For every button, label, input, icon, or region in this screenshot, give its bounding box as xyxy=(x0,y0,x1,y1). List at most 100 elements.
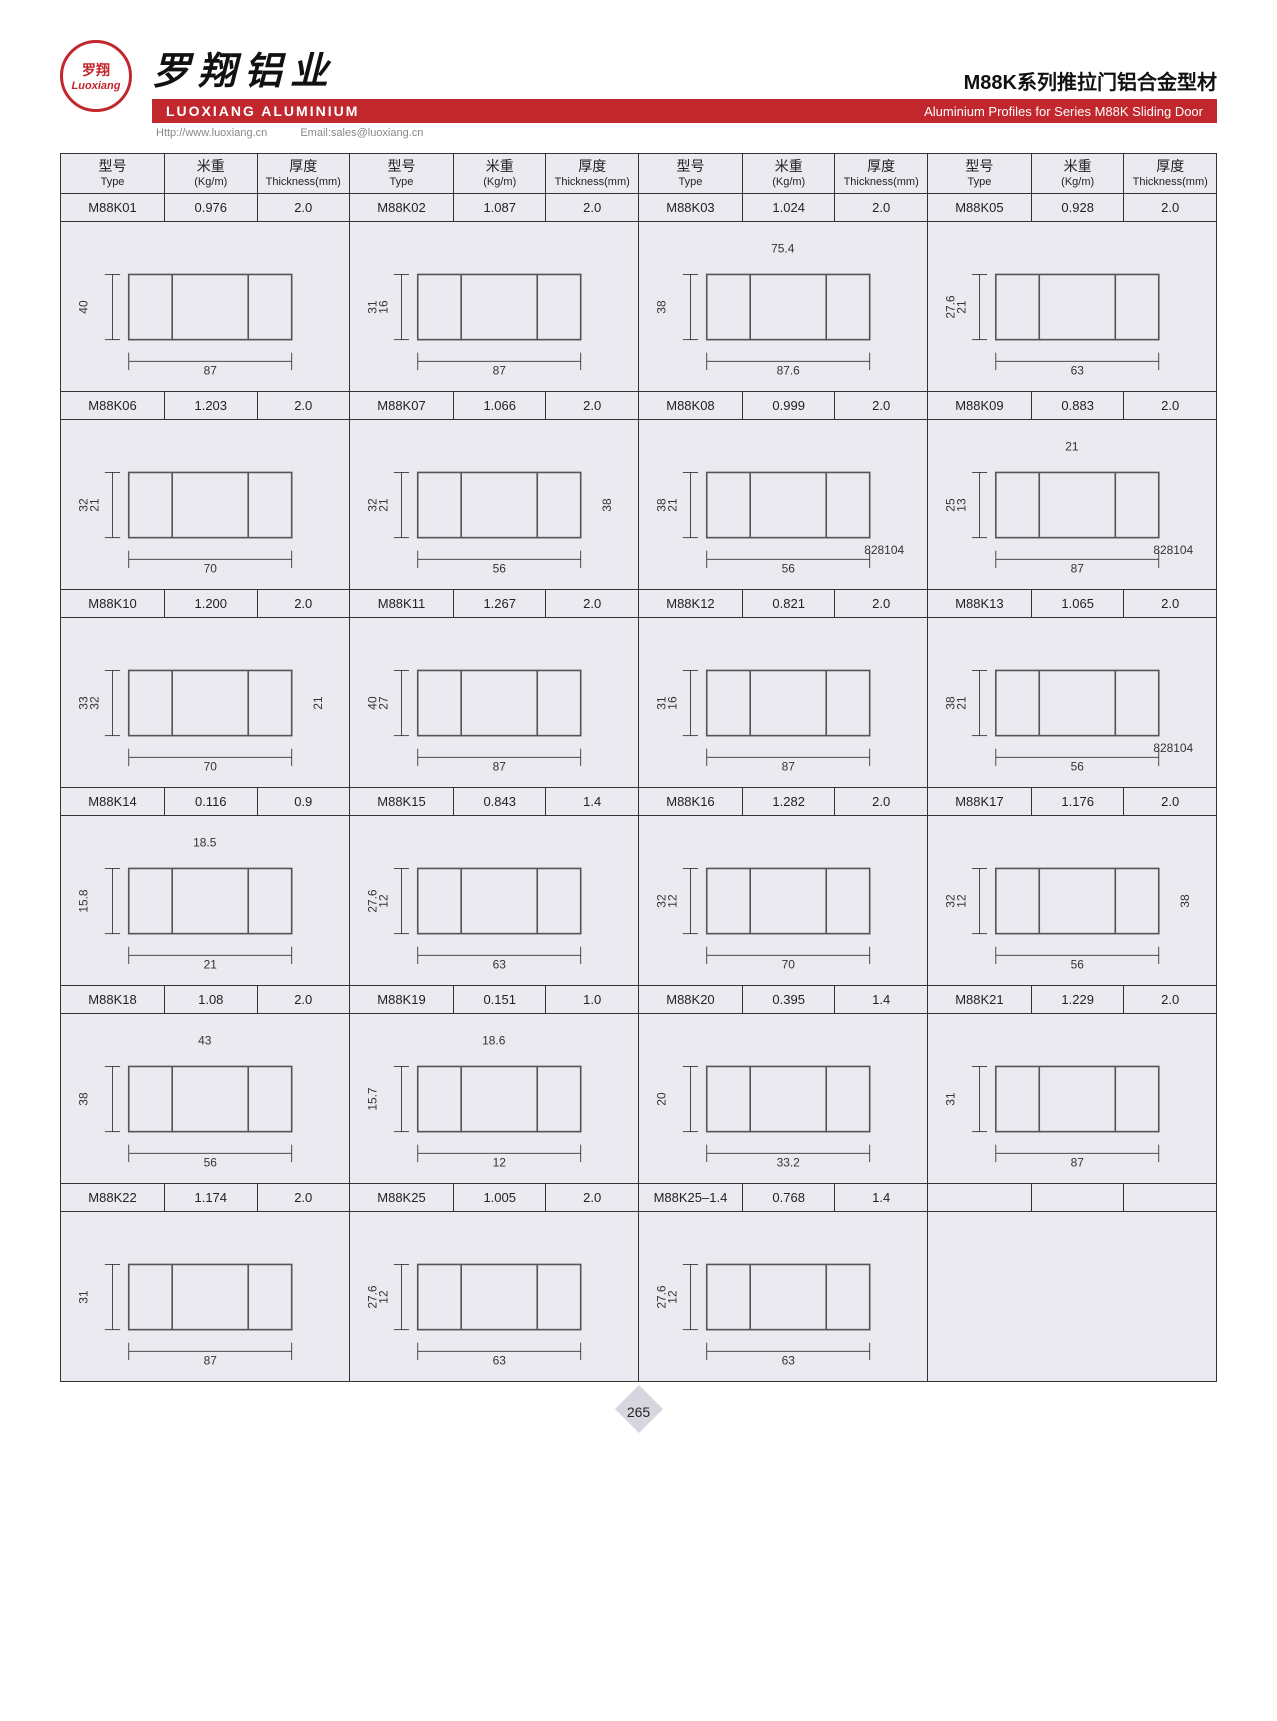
svg-text:21: 21 xyxy=(88,498,102,512)
profile-type: M88K25 xyxy=(349,1184,453,1212)
empty-cell xyxy=(1124,1184,1217,1212)
profile-type: M88K21 xyxy=(927,986,1031,1014)
profile-diagram: 63 27.6 12 xyxy=(646,1221,920,1373)
profile-thickness: 2.0 xyxy=(1124,986,1217,1014)
brand-url: Http://www.luoxiang.cn xyxy=(156,127,267,139)
svg-text:21: 21 xyxy=(311,696,325,710)
svg-text:63: 63 xyxy=(782,1353,796,1367)
svg-text:38: 38 xyxy=(1178,894,1192,908)
svg-text:31: 31 xyxy=(944,1092,958,1106)
profile-thickness: 2.0 xyxy=(546,1184,638,1212)
logo-en: Luoxiang xyxy=(72,80,121,92)
spec-row: M88K221.1742.0M88K251.0052.0M88K25–1.40.… xyxy=(61,1184,1217,1212)
profile-diagram: 33.2 20 xyxy=(646,1023,920,1175)
profile-weight: 0.928 xyxy=(1031,194,1123,222)
column-header-row: 型号Type 米重(Kg/m) 厚度Thickness(mm) 型号Type 米… xyxy=(61,154,1217,194)
diagram-row: 21 15.8 18.5 63 27.6 12 70 32 12 xyxy=(61,816,1217,986)
svg-text:56: 56 xyxy=(204,1155,218,1169)
svg-text:63: 63 xyxy=(493,1353,507,1367)
spec-row: M88K061.2032.0M88K071.0662.0M88K080.9992… xyxy=(61,392,1217,420)
profile-diagram: 87 31 xyxy=(935,1023,1209,1175)
svg-text:87: 87 xyxy=(493,759,507,773)
profile-diagram-cell: 70 32 12 xyxy=(638,816,927,986)
profile-thickness: 1.4 xyxy=(835,986,927,1014)
svg-text:18.5: 18.5 xyxy=(193,835,217,849)
profile-diagram-cell: 56 38 21828104 xyxy=(638,420,927,590)
svg-text:15.7: 15.7 xyxy=(366,1087,380,1111)
profile-diagram-cell: 87 31 xyxy=(61,1212,350,1382)
svg-text:21: 21 xyxy=(1065,439,1079,453)
diagram-row: 56 38 43 12 15.7 18.6 33.2 20 xyxy=(61,1014,1217,1184)
svg-text:40: 40 xyxy=(77,300,91,314)
profile-diagram-cell: 87 40 27 xyxy=(349,618,638,788)
profile-thickness: 2.0 xyxy=(257,590,349,618)
profile-diagram: 63 27.6 21 xyxy=(935,231,1209,383)
profile-type: M88K03 xyxy=(638,194,742,222)
svg-text:18.6: 18.6 xyxy=(482,1033,506,1047)
svg-text:12: 12 xyxy=(376,1290,390,1304)
profile-diagram-cell: 87 40 xyxy=(61,222,350,392)
svg-text:38: 38 xyxy=(655,300,669,314)
profile-diagram-cell: 56 32 1238 xyxy=(927,816,1216,986)
profile-diagram-cell: 87 31 xyxy=(927,1014,1216,1184)
brand-bar-en: LUOXIANG ALUMINIUM xyxy=(166,103,359,119)
profile-weight: 1.203 xyxy=(165,392,257,420)
profile-type: M88K08 xyxy=(638,392,742,420)
profile-thickness: 2.0 xyxy=(257,392,349,420)
profile-weight: 1.087 xyxy=(454,194,546,222)
profile-diagram-cell: 56 32 2138 xyxy=(349,420,638,590)
svg-text:87: 87 xyxy=(1071,561,1085,575)
profile-type: M88K02 xyxy=(349,194,453,222)
profile-diagram-cell: 63 27.6 12 xyxy=(638,1212,927,1382)
profile-type: M88K15 xyxy=(349,788,453,816)
svg-text:27: 27 xyxy=(376,696,390,710)
svg-text:12: 12 xyxy=(665,894,679,908)
profile-diagram: 87 25 2113828104 xyxy=(935,429,1209,581)
profile-diagram: 56 38 21828104 xyxy=(935,627,1209,779)
spec-row: M88K101.2002.0M88K111.2672.0M88K120.8212… xyxy=(61,590,1217,618)
profile-weight: 1.267 xyxy=(454,590,546,618)
col-type: 型号Type xyxy=(927,154,1031,194)
svg-text:16: 16 xyxy=(376,300,390,314)
profile-diagram: 87 31 16 xyxy=(357,231,631,383)
profile-thickness: 2.0 xyxy=(257,1184,349,1212)
profile-diagram-cell: 70 32 21 xyxy=(61,420,350,590)
svg-text:70: 70 xyxy=(204,759,218,773)
profile-thickness: 2.0 xyxy=(835,194,927,222)
profile-type: M88K09 xyxy=(927,392,1031,420)
contact-line: Http://www.luoxiang.cn Email:sales@luoxi… xyxy=(152,123,1217,139)
profile-thickness: 2.0 xyxy=(835,788,927,816)
svg-text:21: 21 xyxy=(665,498,679,512)
svg-text:56: 56 xyxy=(1071,759,1085,773)
red-bar: LUOXIANG ALUMINIUM Aluminium Profiles fo… xyxy=(152,99,1217,123)
profile-diagram-cell: 87 31 16 xyxy=(349,222,638,392)
svg-text:43: 43 xyxy=(198,1033,212,1047)
catalog-body: M88K010.9762.0M88K021.0872.0M88K031.0242… xyxy=(61,194,1217,1382)
profile-type: M88K17 xyxy=(927,788,1031,816)
profile-thickness: 0.9 xyxy=(257,788,349,816)
profile-weight: 0.843 xyxy=(454,788,546,816)
profile-diagram: 70 32 21 xyxy=(68,429,342,581)
col-weight: 米重(Kg/m) xyxy=(742,154,834,194)
profile-diagram: 12 15.7 18.6 xyxy=(357,1023,631,1175)
svg-text:70: 70 xyxy=(204,561,218,575)
svg-text:38: 38 xyxy=(77,1092,91,1106)
profile-diagram: 63 27.6 12 xyxy=(357,825,631,977)
profile-diagram-cell: 63 27.6 21 xyxy=(927,222,1216,392)
profile-type: M88K19 xyxy=(349,986,453,1014)
svg-text:21: 21 xyxy=(954,300,968,314)
col-thickness: 厚度Thickness(mm) xyxy=(257,154,349,194)
profile-thickness: 2.0 xyxy=(546,590,638,618)
profile-weight: 1.066 xyxy=(454,392,546,420)
diagram-row: 87 40 87 31 16 87.6 38 75.4 xyxy=(61,222,1217,392)
profile-diagram-cell: 70 33 3221 xyxy=(61,618,350,788)
svg-text:87: 87 xyxy=(782,759,796,773)
svg-text:56: 56 xyxy=(782,561,796,575)
profile-diagram-cell xyxy=(927,1212,1216,1382)
page-title-cn: M88K系列推拉门铝合金型材 xyxy=(964,66,1217,95)
profile-diagram: 87 40 27 xyxy=(357,627,631,779)
profile-type: M88K20 xyxy=(638,986,742,1014)
profile-thickness: 2.0 xyxy=(546,392,638,420)
svg-text:16: 16 xyxy=(665,696,679,710)
svg-text:12: 12 xyxy=(665,1290,679,1304)
